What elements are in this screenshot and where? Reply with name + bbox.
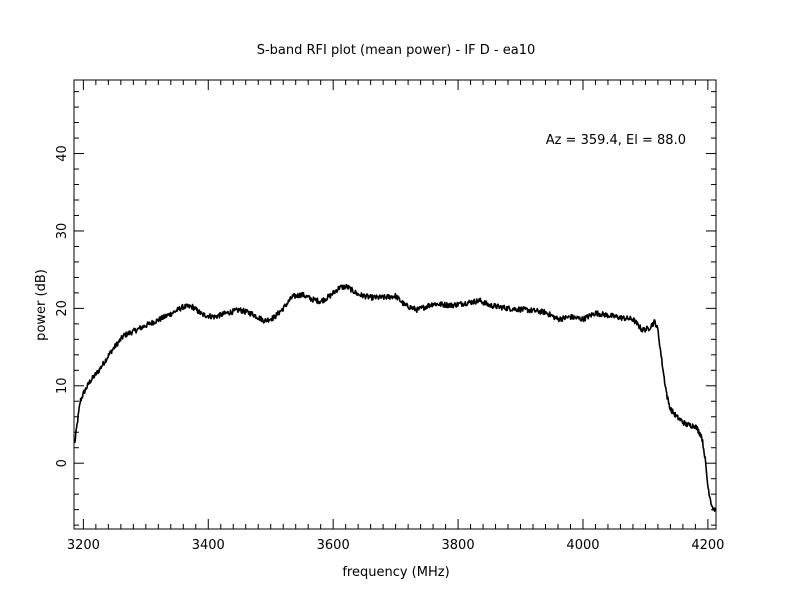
y-tick-label: 30 — [55, 223, 70, 240]
x-tick-label: 4200 — [691, 538, 724, 553]
y-tick-label: 10 — [55, 378, 70, 395]
x-tick-label: 3600 — [317, 538, 350, 553]
chart-title: S-band RFI plot (mean power) - IF D - ea… — [257, 43, 536, 58]
x-tick-label: 3800 — [442, 538, 475, 553]
y-tick-label: 0 — [55, 459, 70, 467]
az-el-annotation: Az = 359.4, El = 88.0 — [546, 133, 686, 148]
x-axis-label: frequency (MHz) — [342, 565, 449, 580]
y-axis-label: power (dB) — [34, 269, 49, 341]
x-tick-label: 3400 — [192, 538, 225, 553]
y-tick-label: 20 — [55, 300, 70, 317]
x-tick-label: 3200 — [67, 538, 100, 553]
axis-ticks — [74, 80, 716, 529]
plot-frame — [73, 79, 717, 530]
x-tick-label: 4000 — [566, 538, 599, 553]
y-tick-label: 40 — [55, 145, 70, 162]
power-series-line — [73, 283, 716, 512]
x-tick-labels: 3200 3400 3600 3800 4000 4200 — [67, 538, 725, 553]
y-tick-labels: 0 10 20 30 40 — [55, 145, 70, 467]
